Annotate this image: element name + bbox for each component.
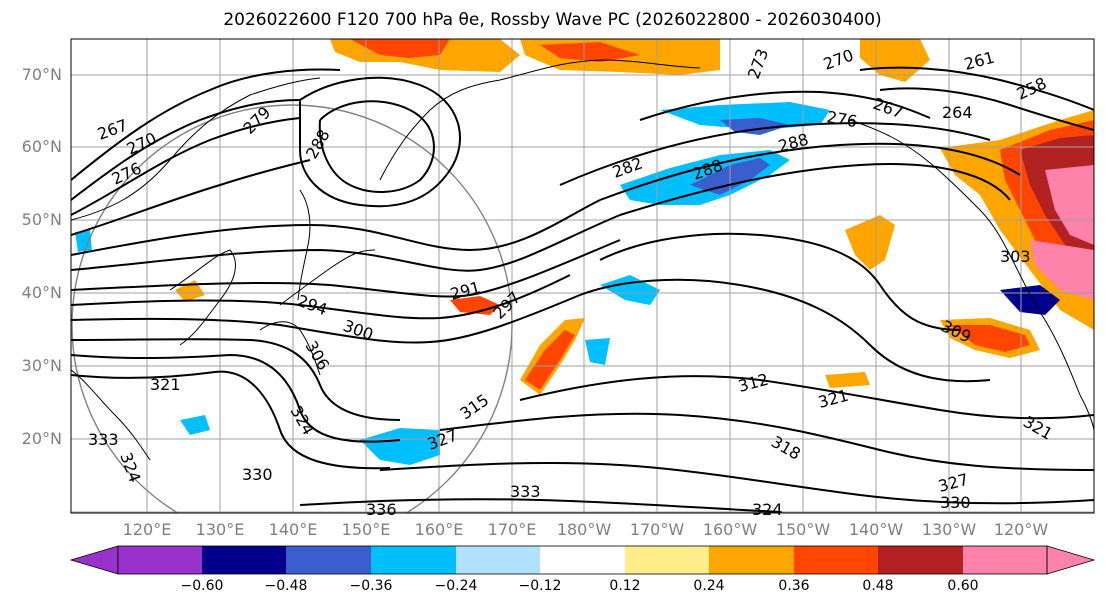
colorbar-segment: [202, 546, 286, 574]
contour-label: 258: [1014, 73, 1050, 103]
contour-label: 300: [341, 316, 376, 344]
lon-label: 130°E: [195, 520, 245, 539]
contour-label: 273: [744, 46, 772, 81]
colorbar-tick-label: −0.12: [518, 578, 562, 594]
colorbar-high-extend: [1046, 545, 1096, 575]
colorbar-segment: [540, 546, 625, 574]
colorbar-segment: [456, 546, 540, 574]
colorbar-tick-label: −0.48: [264, 578, 308, 594]
contour-label: 327: [936, 470, 970, 496]
contour-label: 324: [116, 450, 144, 485]
contour-label: 264: [942, 103, 973, 122]
contour-label: 306: [302, 338, 334, 374]
region-circle: [71, 104, 513, 513]
contour-label: 318: [768, 432, 804, 464]
colorbar-tick-label: −0.24: [434, 578, 478, 594]
contour-label: 276: [825, 107, 858, 131]
colorbar-segment: [709, 546, 794, 574]
colorbar-segment: [118, 546, 202, 574]
lat-label: 70°N: [21, 65, 62, 84]
coastlines: [71, 59, 1094, 461]
contour-label: 312: [736, 370, 770, 396]
lon-label: 170°W: [629, 520, 685, 539]
contour-label: 333: [88, 430, 119, 449]
colorbar-tick-label: 0.36: [778, 578, 810, 594]
colorbar-tick-label: 0.60: [947, 578, 979, 594]
colorbar-low-extend: [69, 545, 119, 575]
colorbar: [69, 545, 1096, 575]
theta-e-contours: [71, 66, 1094, 513]
colorbar-tick-label: −0.36: [349, 578, 393, 594]
lon-label: 170°E: [487, 520, 537, 539]
lon-label: 140°E: [268, 520, 318, 539]
colorbar-segment: [794, 546, 878, 574]
contour-label: 324: [287, 403, 319, 439]
contour-label: 333: [510, 482, 541, 501]
contour-label: 321: [150, 375, 181, 394]
contour-label-group: 267 270 276 279 288 282 288 288 270 273 …: [88, 45, 1056, 519]
colorbar-tick-label: 0.48: [862, 578, 894, 594]
lat-label: 30°N: [21, 356, 62, 375]
colorbar-segment: [371, 546, 456, 574]
lon-label: 140°W: [848, 520, 904, 539]
lon-label: 180°W: [556, 520, 612, 539]
lat-label: 50°N: [21, 210, 62, 229]
lat-label: 40°N: [21, 283, 62, 302]
lon-label: 160°W: [702, 520, 758, 539]
contour-label: 330: [242, 465, 273, 484]
contour-label: 270: [821, 45, 856, 73]
pc-shading: [75, 39, 1094, 465]
contour-label: 315: [456, 390, 492, 423]
contour-label: 288: [302, 126, 334, 162]
contour-label: 336: [366, 500, 397, 519]
colorbar-segment: [286, 546, 371, 574]
contour-label: 288: [776, 130, 810, 156]
contour-label: 324: [752, 500, 783, 519]
colorbar-segment: [625, 546, 709, 574]
lon-label: 160°E: [414, 520, 464, 539]
colorbar-tick-label: −0.60: [180, 578, 224, 594]
contour-label: 279: [239, 103, 274, 138]
lon-label: 150°E: [341, 520, 391, 539]
contour-label: 294: [295, 291, 330, 319]
colorbar-tick-label: 0.12: [609, 578, 641, 594]
contour-label: 282: [610, 153, 645, 181]
lon-label: 120°E: [122, 520, 172, 539]
colorbar-tick-label: 0.24: [693, 578, 725, 594]
lon-label: 130°W: [921, 520, 977, 539]
colorbar-frame: [117, 545, 1048, 575]
contour-label: 330: [940, 493, 971, 512]
contour-label: 261: [962, 48, 996, 74]
lon-label: 150°W: [775, 520, 831, 539]
contour-label: 267: [95, 115, 130, 143]
lat-label: 20°N: [21, 429, 62, 448]
colorbar-segment: [878, 546, 963, 574]
lon-label: 120°W: [993, 520, 1049, 539]
contour-label: 303: [1000, 247, 1031, 266]
lat-label: 60°N: [21, 137, 62, 156]
map-frame: [70, 38, 1095, 514]
colorbar-segment: [963, 546, 1047, 574]
map-title: 2026022600 F120 700 hPa θe, Rossby Wave …: [223, 10, 882, 30]
